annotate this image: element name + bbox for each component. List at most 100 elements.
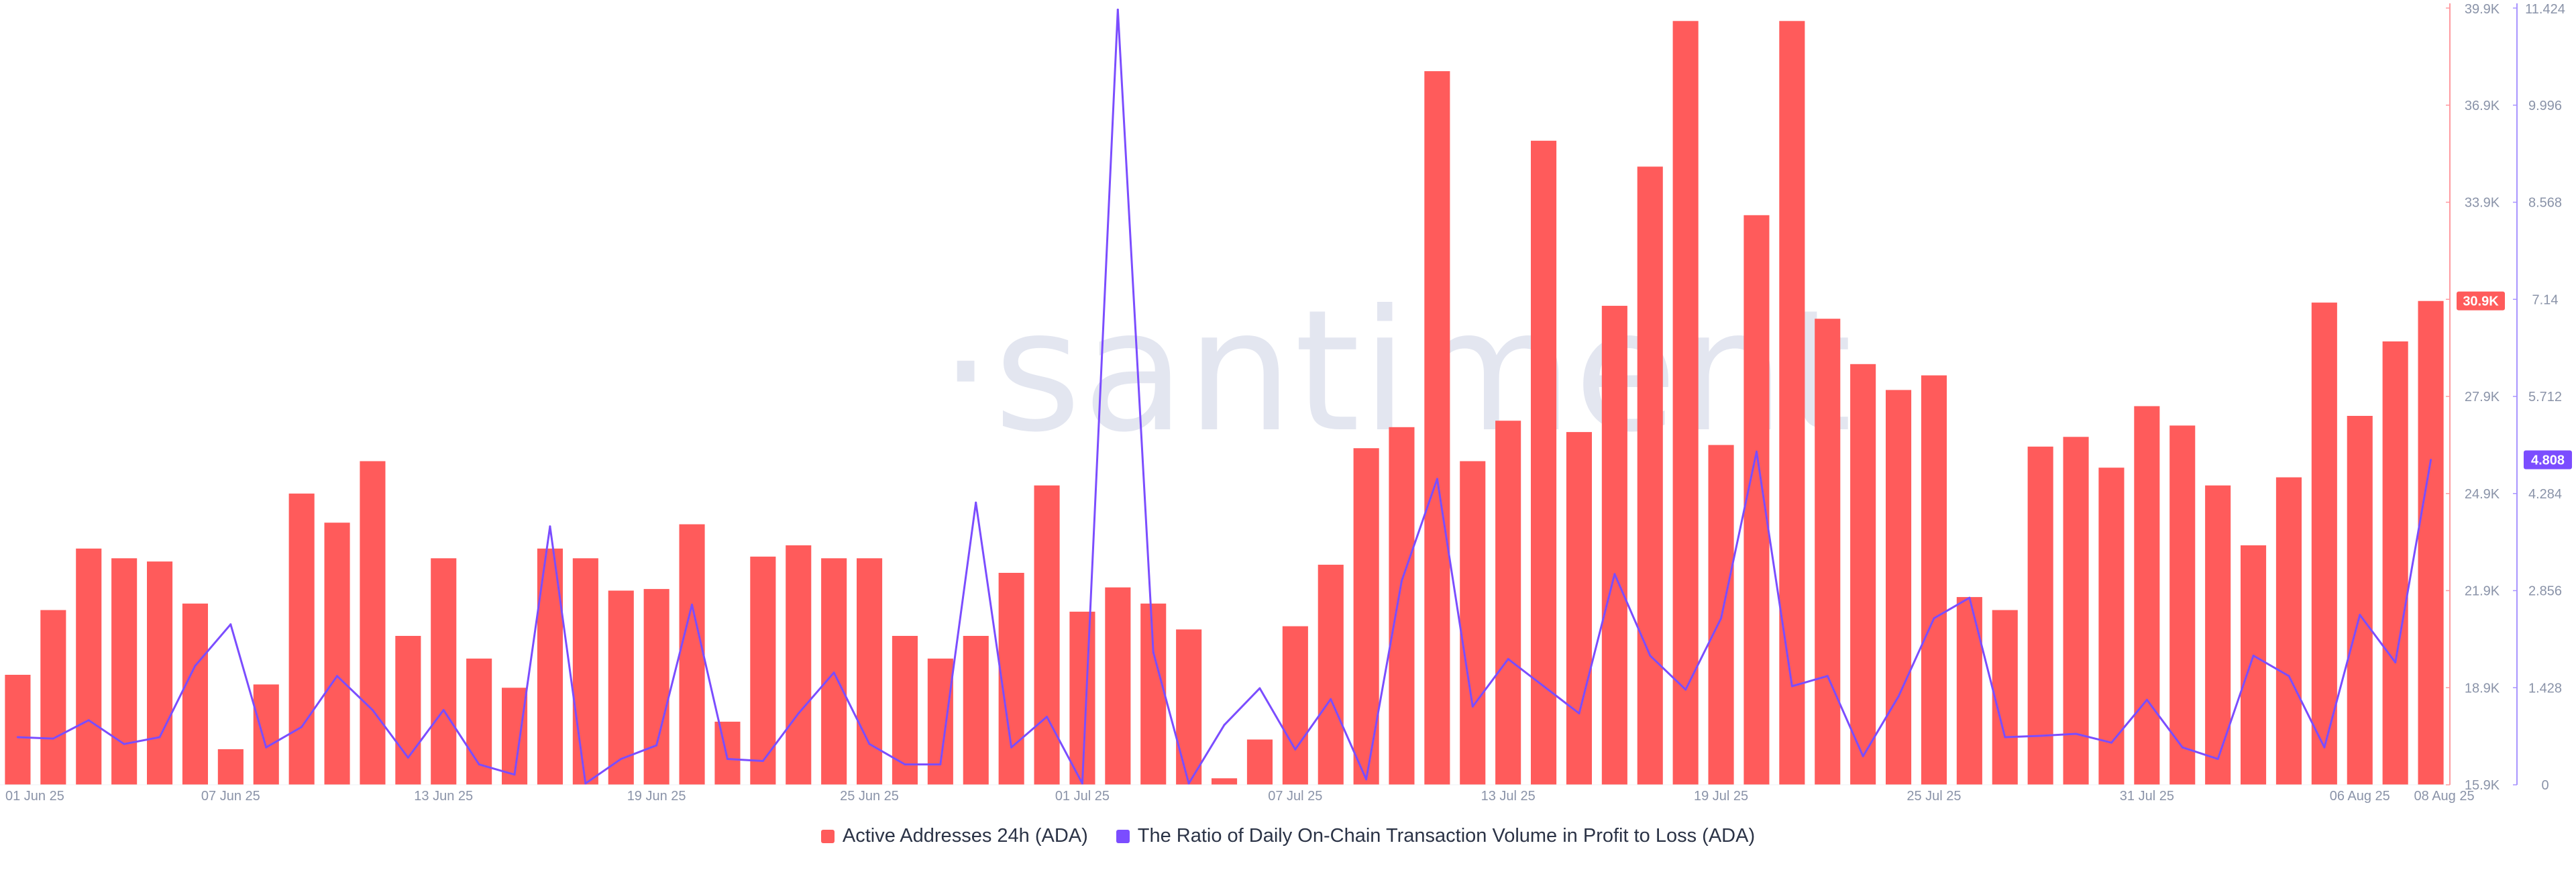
- point-profit-loss-ratio: [407, 757, 409, 759]
- point-profit-loss-ratio: [2075, 732, 2078, 735]
- bar-active-addresses: [111, 558, 138, 785]
- axes-layer: [0, 3, 2518, 785]
- point-profit-loss-ratio: [1862, 755, 1864, 757]
- point-profit-loss-ratio: [584, 782, 587, 785]
- point-profit-loss-ratio: [1826, 675, 1829, 677]
- bar-active-addresses: [679, 524, 705, 785]
- bar-active-addresses: [2347, 416, 2373, 785]
- point-profit-loss-ratio: [975, 501, 977, 504]
- bar-active-addresses: [1601, 305, 1627, 785]
- left-axis-value-badge: 30.9K: [2463, 294, 2499, 309]
- point-profit-loss-ratio: [1720, 617, 1723, 620]
- legend-item-active-addresses[interactable]: Active Addresses 24h (ADA): [820, 825, 1088, 847]
- point-profit-loss-ratio: [1436, 478, 1438, 480]
- point-profit-loss-ratio: [1542, 685, 1545, 688]
- point-profit-loss-ratio: [513, 773, 516, 776]
- left-axis-tick-label: 15.9K: [2465, 778, 2500, 793]
- point-profit-loss-ratio: [1116, 8, 1119, 11]
- bar-active-addresses: [1743, 215, 1770, 785]
- bar-active-addresses: [2382, 341, 2408, 785]
- bar-active-addresses: [288, 493, 315, 785]
- point-profit-loss-ratio: [1613, 573, 1616, 576]
- x-axis-tick-label: 19 Jul 25: [1694, 789, 1748, 804]
- bar-active-addresses: [1495, 421, 1521, 785]
- point-profit-loss-ratio: [2216, 758, 2219, 760]
- badges-layer: 30.9K 4.808: [2457, 291, 2572, 470]
- left-axis-value-badge-bg: [2457, 291, 2505, 311]
- bar-active-addresses: [714, 721, 741, 785]
- bar-active-addresses: [1212, 778, 1238, 785]
- x-axis-tick-label: 07 Jun 25: [201, 789, 260, 804]
- point-profit-loss-ratio: [2430, 459, 2432, 461]
- bar-active-addresses: [1815, 319, 1841, 785]
- ticks-layer: 15.9K 18.9K 21.9K 24.9K 27.9K 30.9K 33.9K 36.9K…: [5, 2, 2565, 804]
- point-profit-loss-ratio: [1897, 695, 1900, 698]
- legend-item-profit-loss-ratio[interactable]: The Ratio of Daily On-Chain Transaction …: [1116, 825, 1755, 847]
- bar-active-addresses: [217, 749, 244, 785]
- bar-active-addresses: [1460, 461, 1486, 785]
- point-profit-loss-ratio: [2145, 698, 2148, 701]
- bar-active-addresses: [1637, 166, 1663, 785]
- left-axis-tick-label: 33.9K: [2465, 196, 2500, 211]
- point-profit-loss-ratio: [371, 709, 374, 711]
- point-profit-loss-ratio: [336, 675, 338, 677]
- point-profit-loss-ratio: [16, 736, 19, 739]
- right-axis-value-badge: 4.808: [2531, 453, 2565, 468]
- right-axis-value-badge-bg: [2524, 450, 2572, 470]
- point-profit-loss-ratio: [2323, 746, 2326, 749]
- x-axis-tick-label: 19 Jun 25: [627, 789, 686, 804]
- x-axis-tick-label: 07 Jul 25: [1268, 789, 1322, 804]
- point-profit-loss-ratio: [1330, 698, 1332, 700]
- bar-active-addresses: [608, 590, 634, 785]
- bar-active-addresses: [147, 561, 173, 785]
- point-profit-loss-ratio: [52, 737, 54, 740]
- point-profit-loss-ratio: [904, 763, 906, 766]
- bar-active-addresses: [2098, 468, 2125, 785]
- point-profit-loss-ratio: [620, 758, 623, 760]
- point-profit-loss-ratio: [2039, 734, 2042, 737]
- bar-active-addresses: [1424, 71, 1450, 785]
- point-profit-loss-ratio: [1365, 778, 1368, 781]
- left-axis-tick-label: 21.9K: [2465, 584, 2500, 599]
- bar-active-addresses: [2418, 301, 2444, 785]
- bar-active-addresses: [466, 658, 492, 785]
- point-profit-loss-ratio: [761, 760, 764, 762]
- left-axis-tick-label: 36.9K: [2465, 99, 2500, 113]
- bar-active-addresses: [892, 636, 918, 785]
- point-profit-loss-ratio: [2004, 736, 2006, 739]
- point-profit-loss-ratio: [1790, 685, 1793, 688]
- point-profit-loss-ratio: [1684, 688, 1687, 691]
- x-axis-tick-label: 31 Jul 25: [2120, 789, 2174, 804]
- point-profit-loss-ratio: [1010, 746, 1013, 749]
- point-profit-loss-ratio: [655, 744, 658, 747]
- bar-active-addresses: [253, 684, 279, 785]
- right-axis-tick-label: 8.568: [2528, 196, 2562, 211]
- bar-active-addresses: [2134, 406, 2160, 785]
- point-profit-loss-ratio: [229, 623, 232, 626]
- left-axis-tick-label: 24.9K: [2465, 487, 2500, 502]
- right-axis-tick-label: 1.428: [2528, 681, 2562, 696]
- right-axis-tick-label: 7.14: [2532, 292, 2559, 307]
- bar-active-addresses: [2063, 437, 2089, 785]
- bar-active-addresses: [1318, 564, 1344, 785]
- bar-active-addresses: [963, 636, 989, 785]
- right-axis-tick-label: 11.424: [2525, 2, 2565, 17]
- point-profit-loss-ratio: [123, 743, 125, 745]
- x-axis-tick-label: 01 Jul 25: [1055, 789, 1110, 804]
- bar-active-addresses: [1246, 739, 1273, 785]
- point-profit-loss-ratio: [1187, 782, 1190, 785]
- bar-active-addresses: [2275, 477, 2302, 785]
- bar-active-addresses: [2241, 545, 2267, 785]
- point-profit-loss-ratio: [549, 525, 551, 528]
- bars-layer: [5, 21, 2444, 785]
- right-axis-tick-label: 4.284: [2528, 487, 2562, 502]
- point-profit-loss-ratio: [1471, 705, 1474, 708]
- bar-active-addresses: [750, 556, 776, 785]
- bar-active-addresses: [182, 603, 208, 785]
- bar-active-addresses: [786, 545, 812, 785]
- point-profit-loss-ratio: [1046, 716, 1048, 718]
- right-axis-tick-label: 5.712: [2528, 390, 2562, 404]
- point-profit-loss-ratio: [868, 743, 871, 745]
- bar-active-addresses: [1956, 597, 1982, 785]
- bar-active-addresses: [572, 558, 598, 785]
